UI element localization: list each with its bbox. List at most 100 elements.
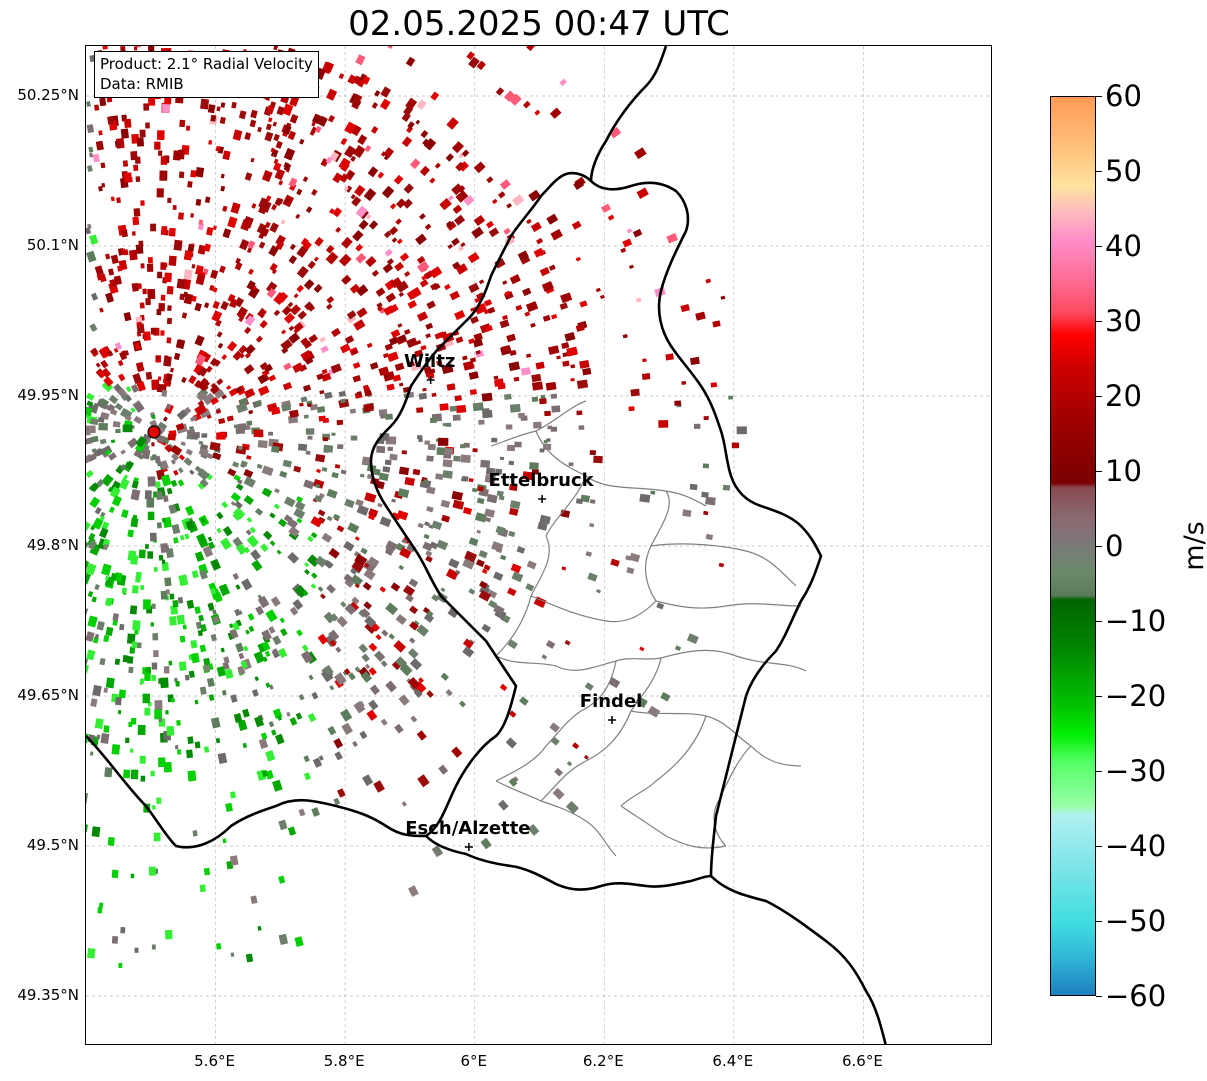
radar-pixel [468,56,480,69]
radar-pixel [89,234,99,245]
radar-pixel [329,208,335,215]
radar-pixel [471,226,484,239]
radar-pixel [393,174,404,185]
radar-pixel [194,379,203,389]
radar-pixel [387,46,394,49]
radar-pixel [87,948,96,959]
radar-pixel [344,668,351,675]
radar-pixel [576,410,583,416]
radar-pixel [396,238,403,245]
city-marker[interactable] [464,843,473,851]
radar-pixel [198,440,204,445]
radar-pixel [162,518,166,523]
city-marker[interactable] [538,495,547,503]
radar-pixel [216,943,222,950]
city-marker[interactable] [426,376,435,384]
city-marker[interactable] [608,716,617,724]
radar-pixel [189,426,194,431]
radar-pixel [212,225,217,231]
radar-pixel [402,584,416,597]
radar-pixel [154,700,163,711]
radar-pixel [406,543,416,553]
radar-pixel [292,362,304,374]
radar-pixel [168,660,173,666]
radar-pixel [246,535,260,548]
country-border-germany [589,46,887,1044]
radar-pixel [308,334,318,344]
radar-pixel [622,238,633,248]
radar-map[interactable] [85,45,992,1045]
radar-pixel [690,356,700,366]
radar-pixel [504,393,512,400]
radar-pixel [300,396,308,403]
radar-pixel [426,506,434,513]
radar-pixel [420,345,427,351]
radar-pixel [161,389,168,397]
radar-pixel [368,220,379,230]
radar-pixel [255,335,263,343]
radar-pixel [273,46,279,51]
radar-pixel [589,450,596,456]
radar-pixel [273,133,280,142]
radar-pixel [390,277,403,289]
radar-pixel [232,350,243,361]
radar-pixel [86,101,91,107]
colorbar-tick-label: 30 [1105,304,1142,338]
radar-pixel [229,791,237,799]
radar-pixel [460,242,466,248]
radar-pixel [238,652,245,660]
radar-pixel [647,705,661,718]
radar-pixel [88,532,96,541]
radar-pixel [216,378,224,386]
colorbar-tick-label: −10 [1105,604,1167,638]
radar-pixel [142,288,147,295]
radar-pixel [147,263,154,272]
radar-pixel [221,354,228,361]
radar-pixel [487,306,496,314]
radar-pixel [626,567,635,575]
radar-pixel [318,415,326,422]
radar-pixel [118,962,123,969]
radar-pixel [354,583,360,589]
radar-pixel [486,176,494,184]
radar-pixel [566,761,573,767]
radar-pixel [351,560,364,573]
radar-pixel [268,245,279,257]
radar-pixel [642,358,647,363]
radar-pixel [360,671,373,683]
radar-pixel [376,445,386,454]
radar-pixel [243,364,255,375]
radar-pixel [462,507,473,515]
radar-pixel [265,770,274,780]
radar-pixel [245,953,254,963]
radar-pixel [216,432,226,440]
radar-site-marker[interactable] [147,425,161,439]
radar-pixel [142,693,151,704]
radar-pixel [251,285,257,291]
radar-pixel [194,606,201,614]
radar-pixel [311,807,321,817]
radar-pixel [299,138,305,145]
radar-pixel [391,660,402,671]
radar-pixel [197,222,205,231]
radar-pixel [485,517,492,523]
radar-pixel [303,340,312,349]
radar-pixel [326,583,336,594]
radar-pixel [272,779,283,792]
radar-pixel [369,362,379,370]
radar-pixel [509,484,518,492]
radar-pixel [415,339,422,345]
radar-pixel [281,329,287,335]
radar-pixel [235,386,243,393]
radar-pixel [572,742,580,750]
radar-pixel [88,146,94,153]
radar-pixel [324,61,335,73]
radar-pixel [342,670,348,676]
radar-pixel [170,444,183,456]
radar-pixel [476,497,485,505]
radar-pixel [362,774,374,787]
radar-pixel [378,366,390,376]
radar-pixel [186,749,194,759]
radar-pixel [110,196,115,202]
radar-pixel [117,709,122,715]
